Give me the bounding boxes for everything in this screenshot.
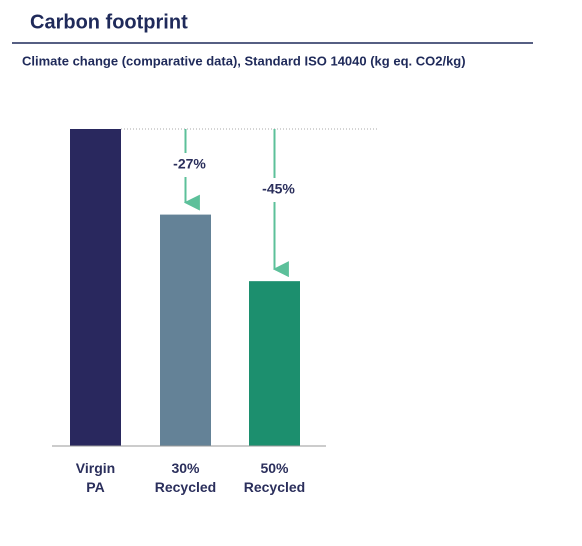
bar bbox=[160, 214, 211, 446]
bar bbox=[70, 129, 121, 446]
chart-subtitle: Climate change (comparative data), Stand… bbox=[22, 53, 466, 68]
bar bbox=[249, 281, 300, 446]
x-tick-label: 50% Recycled bbox=[243, 460, 306, 495]
x-tick-label: Virgin PA bbox=[75, 460, 116, 495]
annotation: -45% bbox=[262, 181, 295, 197]
annotation: -27% bbox=[173, 156, 206, 172]
x-tick-label: 30% Recycled bbox=[154, 460, 217, 495]
chart-title: Carbon footprint bbox=[30, 11, 188, 33]
